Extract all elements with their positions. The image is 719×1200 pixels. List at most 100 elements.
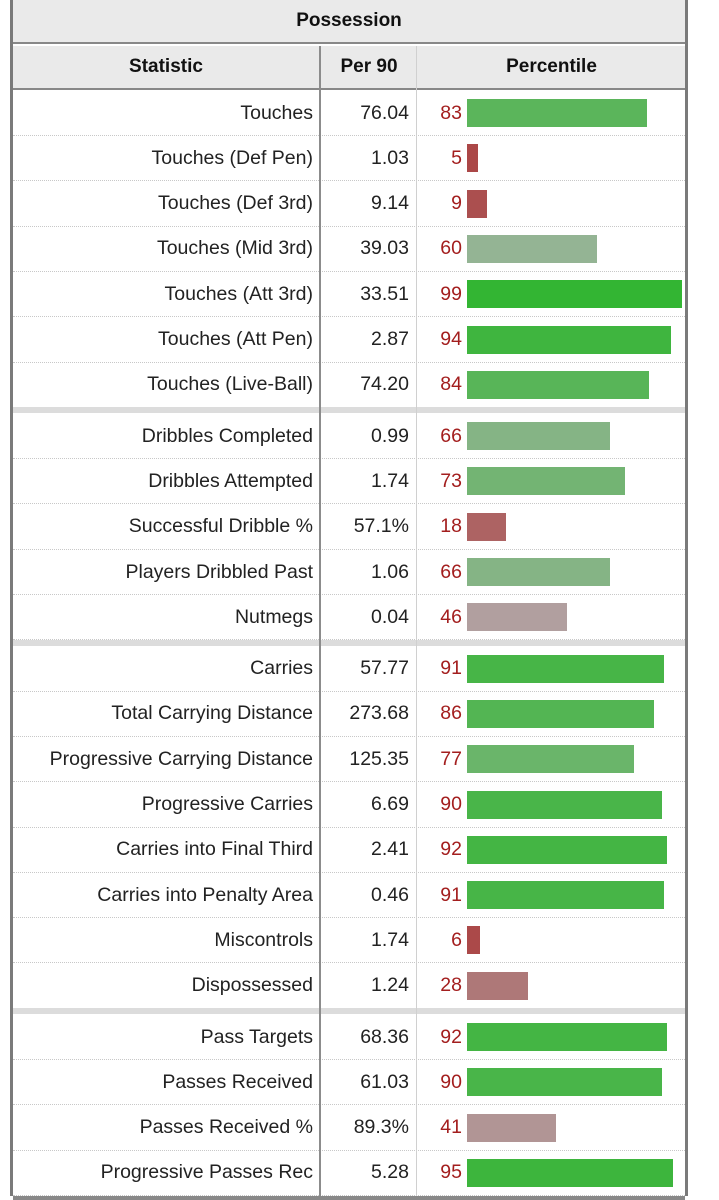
per90-value: 33.51 — [360, 282, 409, 305]
percentile-value: 73 — [440, 469, 462, 492]
table-row: Touches (Def Pen) 1.03 5 — [13, 136, 685, 182]
per90-value: 0.04 — [371, 605, 409, 628]
percentile-value: 77 — [440, 747, 462, 770]
header-percentile[interactable]: Percentile — [506, 56, 597, 77]
percentile-value: 90 — [440, 793, 462, 815]
percentile-bar — [467, 467, 625, 496]
stat-label: Pass Targets — [200, 1025, 313, 1048]
percentile-value: 28 — [440, 974, 462, 997]
percentile-value: 84 — [440, 373, 462, 396]
percentile-value: 92 — [440, 1025, 462, 1048]
percentile-value: 91 — [440, 657, 462, 680]
stat-label: Touches (Att Pen) — [158, 328, 313, 350]
percentile-value: 83 — [440, 101, 462, 124]
percentile-bar — [467, 422, 610, 451]
table-row: Nutmegs 0.04 46 — [13, 595, 685, 641]
percentile-bar — [467, 835, 667, 864]
stat-label: Dribbles Completed — [141, 424, 313, 447]
header-per90[interactable]: Per 90 — [340, 56, 398, 77]
percentile-value: 95 — [440, 1161, 462, 1184]
table-row: Dribbles Attempted 1.74 73 — [13, 459, 685, 505]
per90-value: 39.03 — [360, 237, 409, 260]
percentile-value: 99 — [440, 282, 462, 305]
stat-label: Progressive Passes Rec — [100, 1161, 313, 1184]
per90-value: 74.20 — [360, 373, 409, 396]
percentile-bar — [467, 654, 664, 683]
percentile-bar — [467, 512, 506, 541]
percentile-bar — [467, 1023, 667, 1051]
column-divider — [416, 46, 417, 1200]
percentile-value: 90 — [440, 1070, 462, 1093]
percentile-bar — [467, 926, 480, 955]
table-row: Passes Received % 89.3% 41 — [13, 1106, 685, 1151]
stat-label: Progressive Carries — [141, 793, 313, 815]
percentile-value: 18 — [440, 515, 462, 538]
stat-label: Carries into Final Third — [116, 838, 313, 861]
percentile-bar — [467, 881, 664, 910]
per90-value: 1.03 — [371, 146, 409, 169]
table-row: Progressive Passes Rec 5.28 95 — [13, 1151, 685, 1196]
per90-value: 5.28 — [371, 1161, 409, 1184]
header-row: Statistic Per 90 Percentile — [13, 46, 685, 90]
stat-label: Touches (Live-Ball) — [147, 373, 313, 396]
percentile-value: 66 — [440, 424, 462, 447]
stat-label: Touches — [240, 101, 313, 124]
stat-label: Dribbles Attempted — [148, 469, 313, 492]
percentile-bar — [467, 144, 478, 173]
per90-value: 76.04 — [360, 101, 409, 124]
per90-value: 2.87 — [371, 328, 409, 350]
per90-value: 2.41 — [371, 838, 409, 861]
percentile-bar — [467, 1158, 673, 1187]
header-statistic[interactable]: Statistic — [129, 56, 203, 77]
table-row: Successful Dribble % 57.1% 18 — [13, 505, 685, 550]
stat-label: Carries into Penalty Area — [97, 883, 313, 906]
table-row: Touches 76.04 83 — [13, 91, 685, 136]
per90-value: 0.99 — [371, 424, 409, 447]
percentile-value: 91 — [440, 883, 462, 906]
percentile-value: 60 — [440, 237, 462, 260]
group-separator — [13, 1008, 685, 1014]
table-row: Touches (Live-Ball) 74.20 84 — [13, 363, 685, 408]
percentile-bar — [467, 1068, 662, 1097]
percentile-value: 66 — [440, 560, 462, 583]
table-title: Possession — [13, 0, 685, 44]
table-border — [10, 0, 688, 1196]
table-row: Progressive Carrying Distance 125.35 77 — [13, 737, 685, 783]
percentile-value: 46 — [440, 605, 462, 628]
per90-value: 6.69 — [371, 793, 409, 815]
percentile-value: 9 — [451, 192, 462, 215]
per90-value: 57.77 — [360, 657, 409, 680]
stat-label: Passes Received — [162, 1070, 313, 1093]
stat-label: Touches (Mid 3rd) — [156, 237, 313, 260]
table-row: Carries 57.77 91 — [13, 647, 685, 692]
percentile-bar — [467, 99, 647, 127]
stat-label: Total Carrying Distance — [111, 702, 313, 725]
per90-value: 273.68 — [349, 702, 409, 725]
per90-value: 1.06 — [371, 560, 409, 583]
per90-value: 68.36 — [360, 1025, 409, 1048]
percentile-bar — [467, 1113, 556, 1142]
table-row: Carries into Penalty Area 0.46 91 — [13, 873, 685, 919]
percentile-bar — [467, 971, 528, 1000]
percentile-value: 6 — [451, 928, 462, 951]
table-row: Touches (Mid 3rd) 39.03 60 — [13, 227, 685, 272]
stat-label: Touches (Att 3rd) — [164, 282, 313, 305]
percentile-bar — [467, 189, 487, 218]
per90-value: 1.74 — [371, 469, 409, 492]
percentile-bar — [467, 603, 567, 632]
percentile-bar — [467, 234, 597, 263]
per90-value: 125.35 — [349, 747, 409, 770]
stat-label: Players Dribbled Past — [125, 560, 314, 583]
per90-value: 89.3% — [353, 1116, 409, 1139]
table-row: Carries into Final Third 2.41 92 — [13, 828, 685, 873]
stat-label: Progressive Carrying Distance — [49, 747, 313, 770]
percentile-bar — [467, 699, 654, 728]
per90-value: 57.1% — [353, 515, 409, 538]
per90-value: 0.46 — [371, 883, 409, 906]
group-separator — [13, 407, 685, 414]
percentile-value: 92 — [440, 838, 462, 861]
percentile-value: 41 — [440, 1116, 462, 1139]
per90-value: 61.03 — [360, 1070, 409, 1093]
column-divider — [319, 46, 321, 1200]
